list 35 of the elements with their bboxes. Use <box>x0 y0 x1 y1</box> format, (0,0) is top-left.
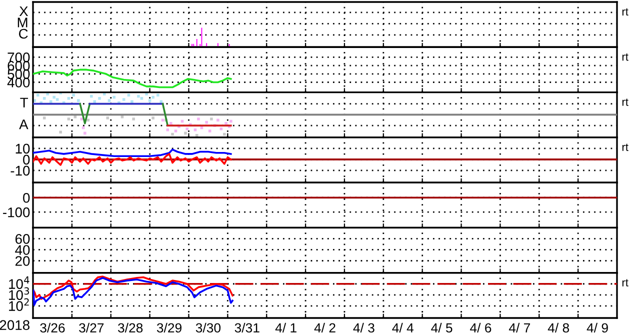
y-tick-label: 20 <box>15 256 30 266</box>
x-tick-label: 3/27 <box>79 322 104 333</box>
y-tick-label: 400 <box>7 78 30 88</box>
x-tick-label: 4/ 9 <box>586 322 608 333</box>
text: rt <box>622 144 628 151</box>
ref-line-label: X <box>19 6 28 16</box>
text: rt <box>622 8 628 16</box>
text: rt <box>622 53 628 61</box>
x-tick-label: 4/ 4 <box>392 322 414 333</box>
y-tick-label: -100 <box>3 207 30 218</box>
y-tick-label: 40 <box>15 245 30 255</box>
ref-line-label: C <box>19 28 28 39</box>
y-tick-label: -10 <box>10 166 30 176</box>
x-tick-label: 3/28 <box>118 322 143 333</box>
x-tick-label: 4/ 7 <box>508 322 530 333</box>
x-tick-label: 3/30 <box>196 322 221 333</box>
y-tick-label: 10 <box>16 144 30 154</box>
x-tick-label: 4/ 2 <box>314 322 336 333</box>
text: rt <box>622 279 628 286</box>
x-tick-label: 4/ 6 <box>470 322 492 333</box>
x-tick-label: 3/29 <box>156 322 182 333</box>
y-tick-label: 60 <box>15 234 30 244</box>
y-tick-label: 0 <box>23 154 30 165</box>
x-tick-label: 3/31 <box>234 322 260 333</box>
ref-line-label: A <box>19 120 28 130</box>
x-tick-label: 4/ 5 <box>431 322 452 333</box>
y-tick-label: 0 <box>23 192 30 203</box>
x-tick-label: 4/ 8 <box>548 322 570 333</box>
x-tick-label: 4/ 3 <box>353 322 374 333</box>
x-tick-label: 3/26 <box>40 322 65 333</box>
ref-line-label: M <box>18 18 28 28</box>
x-tick-label: 4/ 1 <box>275 322 296 333</box>
ref-line-label: T <box>20 98 28 108</box>
x-axis-title: 2018 <box>0 320 30 330</box>
text: rt <box>622 98 628 106</box>
